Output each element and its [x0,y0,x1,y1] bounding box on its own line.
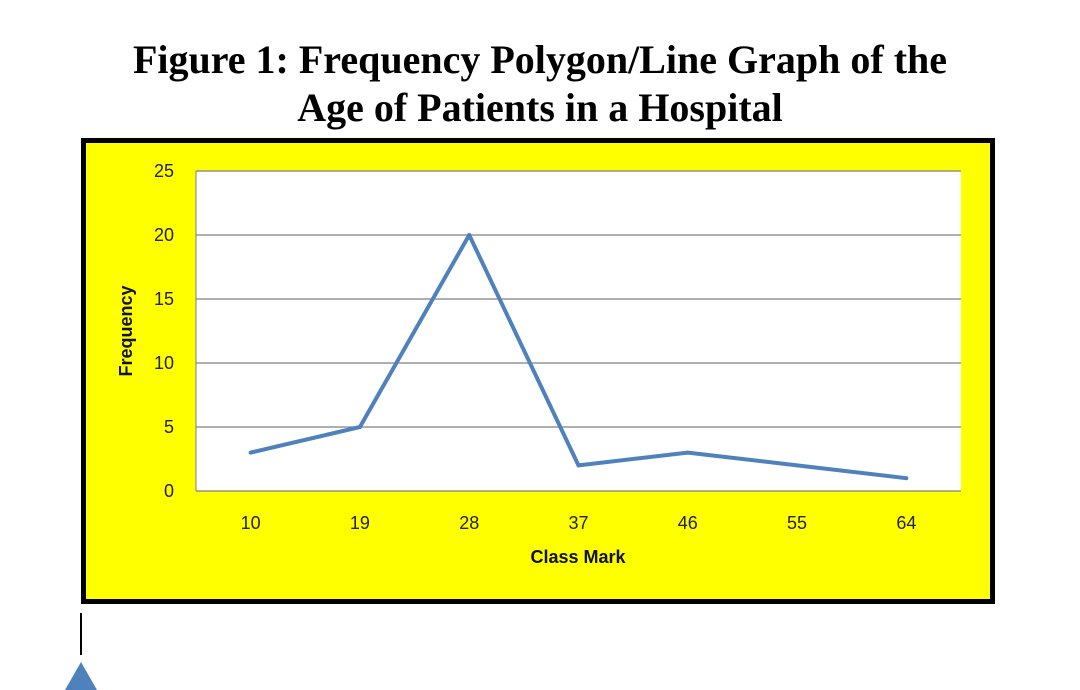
plot-area [196,171,961,491]
data-point-28 [467,233,472,237]
chart-frame: 0 5 10 15 20 25 10 19 28 37 46 55 64 Class Mark Fre… [81,138,995,604]
line-chart: 0 5 10 15 20 25 10 19 28 37 46 55 64 Class Mark Fre… [116,161,961,567]
cursor-line [80,613,82,655]
y-tick-label: 15 [154,289,174,309]
x-tick-label: 55 [787,513,807,533]
y-tick-label: 25 [154,161,174,181]
x-axis-ticks: 10 19 28 37 46 55 64 [241,513,917,533]
x-tick-label: 46 [678,513,698,533]
x-tick-label: 19 [350,513,370,533]
data-point-46 [685,450,690,455]
x-tick-label: 10 [241,513,261,533]
y-tick-label: 10 [154,353,174,373]
figure-title-line-2: Age of Patients in a Hospital [297,85,783,130]
y-tick-label: 20 [154,225,174,245]
y-tick-label: 5 [164,417,174,437]
y-axis-ticks: 0 5 10 15 20 25 [154,161,174,501]
data-point-37 [576,463,581,468]
data-point-55 [795,463,800,468]
y-tick-label: 0 [164,481,174,501]
figure-title-line-1: Figure 1: Frequency Polygon/Line Graph o… [132,37,948,82]
data-point-64 [904,476,909,481]
gridlines [196,170,961,492]
x-tick-label: 28 [459,513,479,533]
y-axis-label: Frequency [116,285,136,376]
x-tick-label: 37 [568,513,588,533]
data-point-10 [248,450,253,455]
x-tick-label: 64 [896,513,916,533]
data-point-19 [357,425,362,429]
figure-title: Figure 1: Frequency Polygon/Line Graph o… [0,36,1080,132]
x-axis-label: Class Mark [530,547,626,567]
triangle-marker-icon [65,662,97,690]
